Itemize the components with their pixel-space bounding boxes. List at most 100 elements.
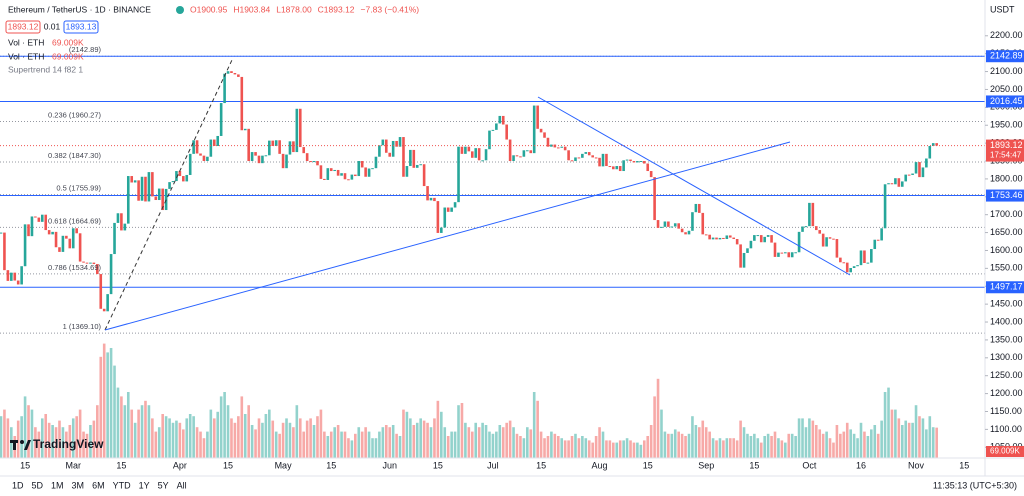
volume-bar [821, 433, 825, 458]
volume-bar [384, 425, 388, 458]
volume-bar [539, 431, 543, 458]
y-tick-label: 1700.00 [990, 209, 1023, 219]
volume-bar [133, 422, 137, 458]
candle [233, 72, 237, 75]
candle [591, 155, 594, 158]
candle [433, 197, 436, 202]
volume-bar [780, 440, 784, 458]
range-button[interactable]: 6M [92, 480, 105, 490]
candle [295, 108, 299, 153]
candle [777, 252, 780, 257]
volume-bar [615, 442, 619, 458]
candle [753, 235, 756, 241]
candle [670, 226, 674, 228]
volume-bar [429, 427, 433, 458]
x-tick-label: Sep [698, 460, 714, 470]
range-button[interactable]: All [177, 480, 187, 490]
candle [653, 177, 656, 221]
candle [212, 139, 216, 146]
volume-bar [440, 411, 443, 458]
candle [10, 272, 13, 281]
candle [137, 180, 140, 201]
volume-bar [326, 436, 330, 458]
range-button[interactable]: YTD [113, 480, 132, 490]
volume-bar [16, 420, 20, 458]
volume-bar [694, 425, 698, 458]
volume-bar [65, 431, 68, 458]
volume-bar [708, 431, 711, 458]
volume-bar [646, 436, 650, 458]
clock: 11:35:13 (UTC+5:30) [933, 480, 1017, 490]
candle [811, 202, 815, 227]
candle [931, 143, 935, 146]
volume-label: 69.009K [990, 447, 1020, 456]
volume-bar [113, 365, 116, 458]
volume-bar [443, 427, 447, 458]
volume-bar [859, 422, 863, 458]
candle [883, 184, 887, 229]
candle [918, 162, 921, 178]
candle [845, 262, 849, 273]
candle [350, 174, 354, 180]
volume-bar [911, 422, 914, 458]
candle [446, 207, 450, 212]
volume-bar [426, 422, 429, 458]
volume-bar [756, 438, 760, 458]
volume-bar [34, 427, 37, 458]
volume-bar [515, 433, 519, 458]
candle [876, 239, 880, 241]
volume-bar [618, 440, 622, 458]
candle [742, 252, 746, 268]
range-button[interactable]: 5D [32, 480, 44, 490]
range-button[interactable]: 1Y [139, 480, 150, 490]
candle [243, 128, 247, 131]
volume-bar [71, 418, 75, 458]
candle [371, 168, 374, 170]
volume-bar [288, 422, 292, 458]
volume-bar [890, 409, 894, 458]
range-button[interactable]: 5Y [158, 480, 169, 490]
price-pane [0, 55, 985, 458]
volume-bar [298, 418, 302, 458]
candle [120, 213, 123, 231]
bid-box[interactable] [5, 20, 41, 34]
candle [722, 237, 725, 240]
volume-bar [691, 416, 694, 458]
candle [467, 146, 471, 152]
range-button[interactable]: 1D [12, 480, 24, 490]
candle [237, 74, 240, 77]
candle [488, 130, 491, 150]
candle [481, 160, 484, 162]
volume-bar [182, 429, 185, 458]
candle [68, 238, 72, 249]
candle [426, 186, 429, 201]
candle [44, 214, 48, 231]
volume-bar [728, 438, 732, 458]
volume-bar [316, 416, 319, 458]
candle [529, 150, 533, 154]
candle [199, 153, 202, 156]
ask-box[interactable] [63, 20, 99, 34]
candle [182, 176, 185, 182]
volume-bar [825, 431, 828, 458]
candle [202, 155, 206, 162]
volume-bar [367, 431, 371, 458]
volume-bar [23, 396, 27, 458]
range-button[interactable]: 3M [72, 480, 85, 490]
candle [797, 231, 801, 253]
volume-bar [553, 433, 557, 458]
volume-bar [677, 431, 680, 458]
volume-bar [759, 442, 763, 458]
volume-bar [808, 418, 811, 458]
candle [904, 174, 908, 182]
candle [863, 250, 866, 263]
range-button[interactable]: 1M [51, 480, 64, 490]
volume-bar [488, 431, 491, 458]
volume-bar [30, 409, 34, 458]
candle [102, 308, 106, 312]
volume-bar [491, 433, 495, 458]
volume-bar [412, 425, 416, 458]
ohlc-value: L1878.00 [276, 4, 312, 14]
volume-bar [460, 403, 464, 458]
volume-bar [250, 425, 254, 458]
